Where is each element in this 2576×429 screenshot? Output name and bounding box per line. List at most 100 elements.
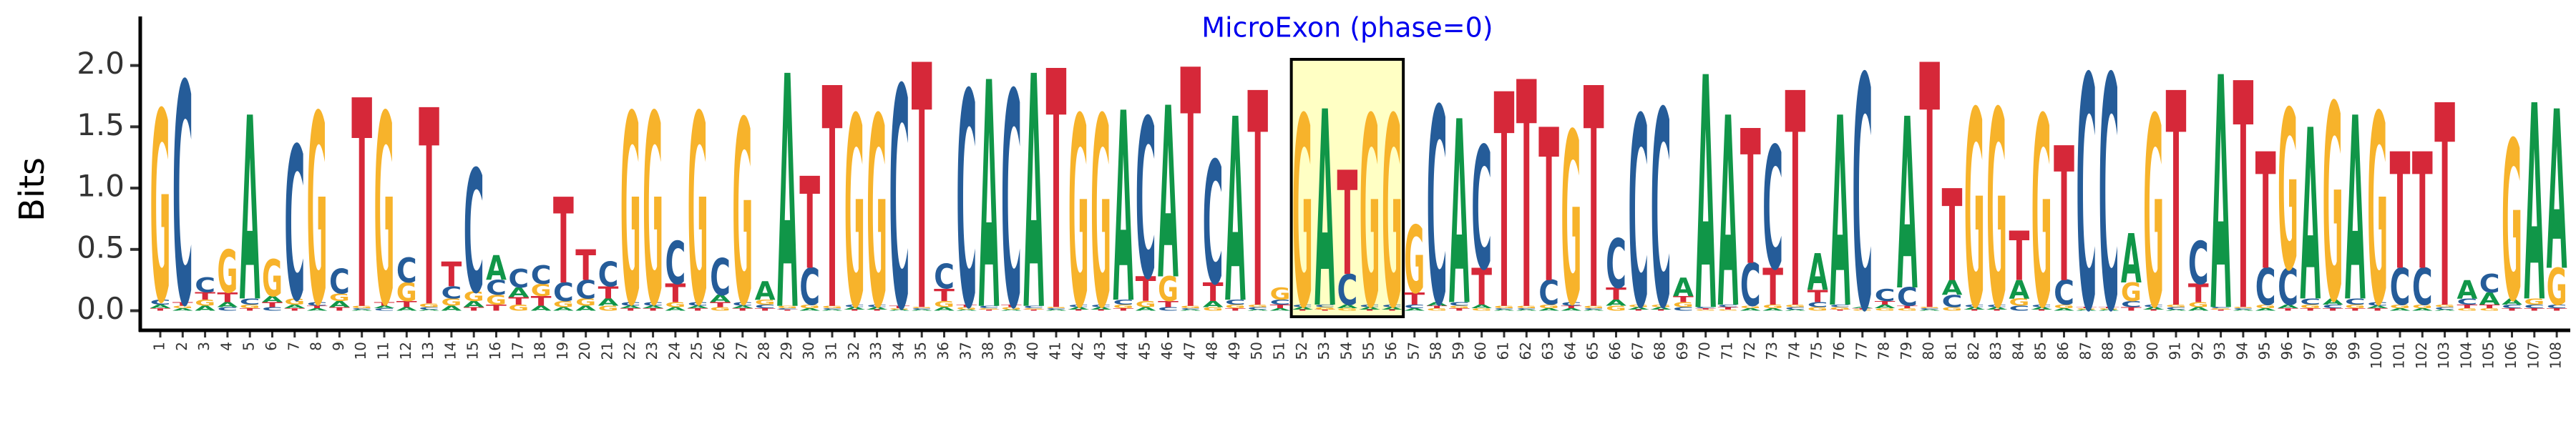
logo-letter: G <box>1292 64 1313 367</box>
logo-letter: C <box>1292 304 1313 308</box>
x-tick-label: 87 <box>2077 342 2094 360</box>
logo-letter: G <box>1136 300 1156 310</box>
x-tick-label: 82 <box>1965 342 1982 360</box>
x-tick-label: 67 <box>1629 342 1646 360</box>
x-tick-label: 27 <box>733 342 750 360</box>
y-tick-label: 1.0 <box>77 169 125 204</box>
logo-letter: A <box>1023 10 1044 382</box>
logo-letter: T <box>1695 308 1716 310</box>
x-tick-label: 102 <box>2413 342 2430 369</box>
logo-letter: A <box>643 305 663 310</box>
x-tick-label: 59 <box>1450 342 1467 360</box>
logo-letter: C <box>1449 301 1470 307</box>
logo-letter: G <box>732 69 753 363</box>
logo-letter: G <box>1158 270 1179 309</box>
logo-letter: T <box>1897 305 1918 310</box>
logo-letter: A <box>1718 64 1739 367</box>
x-tick-label: 24 <box>665 342 683 360</box>
y-tick-label: 0.5 <box>77 230 125 265</box>
logo-letter: A <box>374 305 395 310</box>
logo-letter: A <box>2143 306 2164 310</box>
logo-letter: T <box>1538 85 1559 330</box>
logo-letter: G <box>2300 304 2321 310</box>
logo-letter: C <box>1180 308 1201 310</box>
logo-letter: A <box>2300 81 2321 355</box>
logo-letter: T <box>2210 309 2231 311</box>
logo-letter: A <box>2502 297 2522 307</box>
logo-letter: A <box>1875 304 1896 310</box>
logo-letter: T <box>1785 31 1806 375</box>
x-tick-label: 55 <box>1360 342 1377 360</box>
logo-letter: A <box>822 309 843 311</box>
logo-letter: T <box>2300 307 2321 312</box>
logo-letter: G <box>2502 96 2522 350</box>
logo-letter: C <box>2210 307 2231 309</box>
logo-letter: T <box>1337 142 1358 308</box>
logo-letter: G <box>2099 308 2119 310</box>
logo-letter: T <box>732 307 753 312</box>
logo-letter: G <box>1023 308 1044 310</box>
logo-letter: G <box>710 306 731 312</box>
logo-letter: T <box>441 255 462 295</box>
logo-letter: T <box>150 307 171 312</box>
logo-letter: C <box>2031 304 2052 308</box>
logo-letter: A <box>1538 307 1559 312</box>
logo-letter: T <box>2143 309 2164 311</box>
x-tick-label: 50 <box>1248 342 1265 360</box>
logo-letter: C <box>441 283 462 302</box>
logo-letter: G <box>329 292 350 303</box>
logo-letter: A <box>240 65 260 359</box>
x-tick-label: 98 <box>2323 342 2341 360</box>
logo-letter: C <box>799 259 820 317</box>
logo-letter: G <box>1494 305 1515 310</box>
logo-letter: C <box>1830 304 1850 308</box>
logo-letter: G <box>508 303 529 313</box>
logo-letter: A <box>2457 275 2478 304</box>
logo-letter: A <box>351 309 372 311</box>
logo-letter: C <box>1875 285 1896 305</box>
logo-letter: G <box>1247 304 1268 308</box>
x-tick-label: 44 <box>1113 342 1131 360</box>
logo-letter: G <box>1785 304 1806 308</box>
logo-letter: T <box>2121 306 2142 312</box>
logo-letter: T <box>1427 305 1448 310</box>
logo-letter: T <box>1942 163 1963 310</box>
x-tick-label: 23 <box>643 342 660 360</box>
logo-letter: C <box>575 275 596 304</box>
logo-letter: G <box>844 64 865 367</box>
logo-letter: G <box>867 64 887 367</box>
logo-letter: C <box>1606 225 1626 304</box>
logo-letter: G <box>419 302 439 308</box>
logo-letter: C <box>777 308 798 310</box>
logo-letter: C <box>2323 304 2343 310</box>
y-tick-label: 1.5 <box>77 107 125 142</box>
logo-letter: G <box>979 308 1000 310</box>
logo-letter: A <box>464 300 484 310</box>
logo-letter: G <box>1180 305 1201 310</box>
x-tick-label: 18 <box>532 342 549 360</box>
x-tick-label: 30 <box>800 342 817 360</box>
logo-letter: T <box>2233 19 2254 381</box>
x-tick-label: 15 <box>464 342 482 360</box>
logo-letter: A <box>1516 309 1537 311</box>
logo-letter: C <box>2367 301 2388 307</box>
logo-letter: A <box>1247 309 1268 311</box>
logo-letter: C <box>2188 229 2209 297</box>
logo-letter: C <box>2255 259 2276 317</box>
logo-letter: C <box>643 301 663 307</box>
logo-letter: C <box>262 306 283 312</box>
logo-letter: T <box>1180 3 1201 384</box>
logo-letter: G <box>2076 308 2097 310</box>
logo-letter: C <box>2457 297 2478 307</box>
logo-letter: T <box>351 40 372 373</box>
logo-letter: C <box>1046 308 1067 310</box>
logo-letter: A <box>1314 54 1335 368</box>
logo-letter: G <box>1225 304 1246 310</box>
logo-letter: A <box>1628 306 1649 310</box>
logo-letter: T <box>1606 285 1626 304</box>
logo-letter: T <box>688 307 708 312</box>
logo-letter: C <box>1494 308 1515 310</box>
logo-letter: A <box>1292 306 1313 310</box>
logo-letter: C <box>1427 52 1448 366</box>
x-tick-label: 39 <box>1002 342 1019 360</box>
